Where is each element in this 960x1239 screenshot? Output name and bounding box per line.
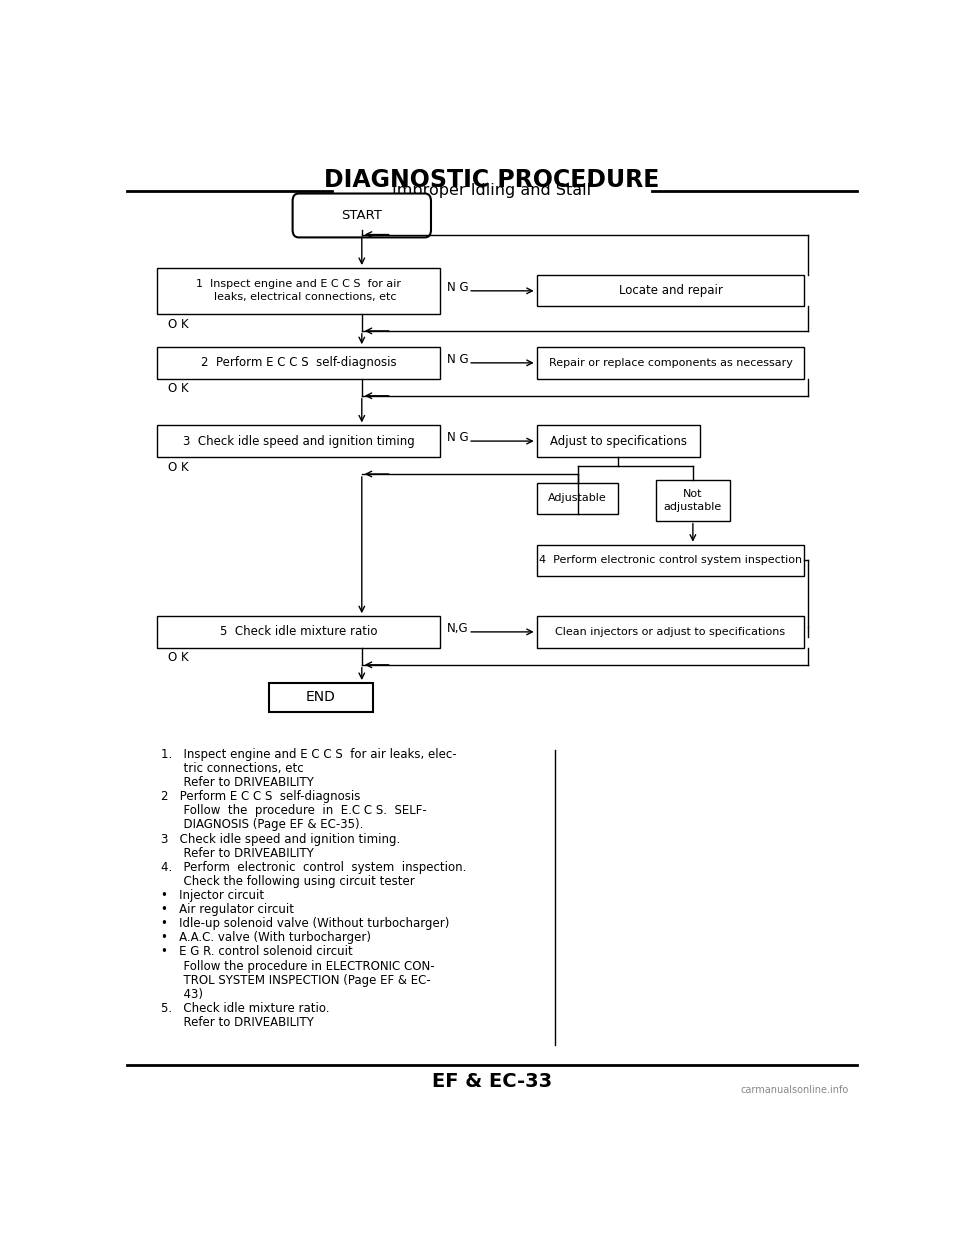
Bar bbox=[537, 616, 804, 648]
Bar bbox=[157, 347, 440, 379]
Text: N G: N G bbox=[447, 431, 469, 444]
Text: 1.   Inspect engine and E C C S  for air leaks, elec-: 1. Inspect engine and E C C S for air le… bbox=[161, 748, 457, 761]
Text: O K: O K bbox=[168, 461, 189, 473]
Text: •   A.A.C. valve (With turbocharger): • A.A.C. valve (With turbocharger) bbox=[161, 932, 371, 944]
Bar bbox=[157, 425, 440, 457]
Text: 3  Check idle speed and ignition timing: 3 Check idle speed and ignition timing bbox=[182, 435, 415, 447]
Text: O K: O K bbox=[168, 383, 189, 395]
Text: •   Air regulator circuit: • Air regulator circuit bbox=[161, 903, 294, 916]
Bar bbox=[157, 268, 440, 313]
Text: Repair or replace components as necessary: Repair or replace components as necessar… bbox=[548, 358, 793, 368]
Text: Locate and repair: Locate and repair bbox=[618, 284, 723, 297]
FancyBboxPatch shape bbox=[293, 193, 431, 238]
Text: Refer to DRIVEABILITY: Refer to DRIVEABILITY bbox=[161, 1016, 314, 1030]
Bar bbox=[537, 425, 701, 457]
Text: Refer to DRIVEABILITY: Refer to DRIVEABILITY bbox=[161, 846, 314, 860]
Text: N G: N G bbox=[447, 280, 469, 294]
Text: DIAGNOSTIC PROCEDURE: DIAGNOSTIC PROCEDURE bbox=[324, 167, 660, 192]
Text: N G: N G bbox=[447, 353, 469, 366]
Text: Adjust to specifications: Adjust to specifications bbox=[550, 435, 687, 447]
Text: 4.   Perform  electronic  control  system  inspection.: 4. Perform electronic control system ins… bbox=[161, 861, 467, 873]
Text: START: START bbox=[342, 209, 382, 222]
Bar bbox=[269, 683, 372, 711]
Text: END: END bbox=[306, 690, 336, 704]
Text: Refer to DRIVEABILITY: Refer to DRIVEABILITY bbox=[161, 776, 314, 789]
Text: 4  Perform electronic control system inspection: 4 Perform electronic control system insp… bbox=[539, 555, 803, 565]
Bar bbox=[537, 483, 618, 514]
Bar bbox=[157, 616, 440, 648]
Text: 5.   Check idle mixture ratio.: 5. Check idle mixture ratio. bbox=[161, 1002, 329, 1015]
Text: tric connections, etc: tric connections, etc bbox=[161, 762, 303, 774]
Text: 3   Check idle speed and ignition timing.: 3 Check idle speed and ignition timing. bbox=[161, 833, 400, 845]
Text: •   Idle-up solenoid valve (Without turbocharger): • Idle-up solenoid valve (Without turboc… bbox=[161, 917, 449, 930]
Text: Improper Idling and Stall: Improper Idling and Stall bbox=[393, 183, 591, 198]
Text: 1  Inspect engine and E C C S  for air
    leaks, electrical connections, etc: 1 Inspect engine and E C C S for air lea… bbox=[196, 279, 401, 302]
Bar bbox=[537, 347, 804, 379]
Text: O K: O K bbox=[168, 317, 189, 331]
Bar bbox=[656, 479, 730, 520]
Text: 2   Perform E C C S  self-diagnosis: 2 Perform E C C S self-diagnosis bbox=[161, 790, 360, 803]
Text: carmanualsonline.info: carmanualsonline.info bbox=[741, 1085, 849, 1095]
Bar bbox=[537, 545, 804, 576]
Text: TROL SYSTEM INSPECTION (Page EF & EC-: TROL SYSTEM INSPECTION (Page EF & EC- bbox=[161, 974, 431, 986]
Text: 5  Check idle mixture ratio: 5 Check idle mixture ratio bbox=[220, 626, 377, 638]
Text: 43): 43) bbox=[161, 987, 203, 1001]
Text: •   E G R. control solenoid circuit: • E G R. control solenoid circuit bbox=[161, 945, 352, 959]
Text: •   Injector circuit: • Injector circuit bbox=[161, 890, 264, 902]
Text: Follow  the  procedure  in  E.C C S.  SELF-: Follow the procedure in E.C C S. SELF- bbox=[161, 804, 426, 818]
Text: 2  Perform E C C S  self-diagnosis: 2 Perform E C C S self-diagnosis bbox=[201, 357, 396, 369]
Text: N,G: N,G bbox=[447, 622, 469, 634]
Text: Check the following using circuit tester: Check the following using circuit tester bbox=[161, 875, 415, 888]
Text: Not
adjustable: Not adjustable bbox=[663, 488, 722, 512]
Text: EF & EC-33: EF & EC-33 bbox=[432, 1072, 552, 1092]
Text: Adjustable: Adjustable bbox=[548, 493, 607, 503]
Text: Follow the procedure in ELECTRONIC CON-: Follow the procedure in ELECTRONIC CON- bbox=[161, 959, 435, 973]
Text: Clean injectors or adjust to specifications: Clean injectors or adjust to specificati… bbox=[556, 627, 785, 637]
Text: DIAGNOSIS (Page EF & EC-35).: DIAGNOSIS (Page EF & EC-35). bbox=[161, 819, 363, 831]
Text: O K: O K bbox=[168, 652, 189, 664]
Bar bbox=[537, 275, 804, 306]
